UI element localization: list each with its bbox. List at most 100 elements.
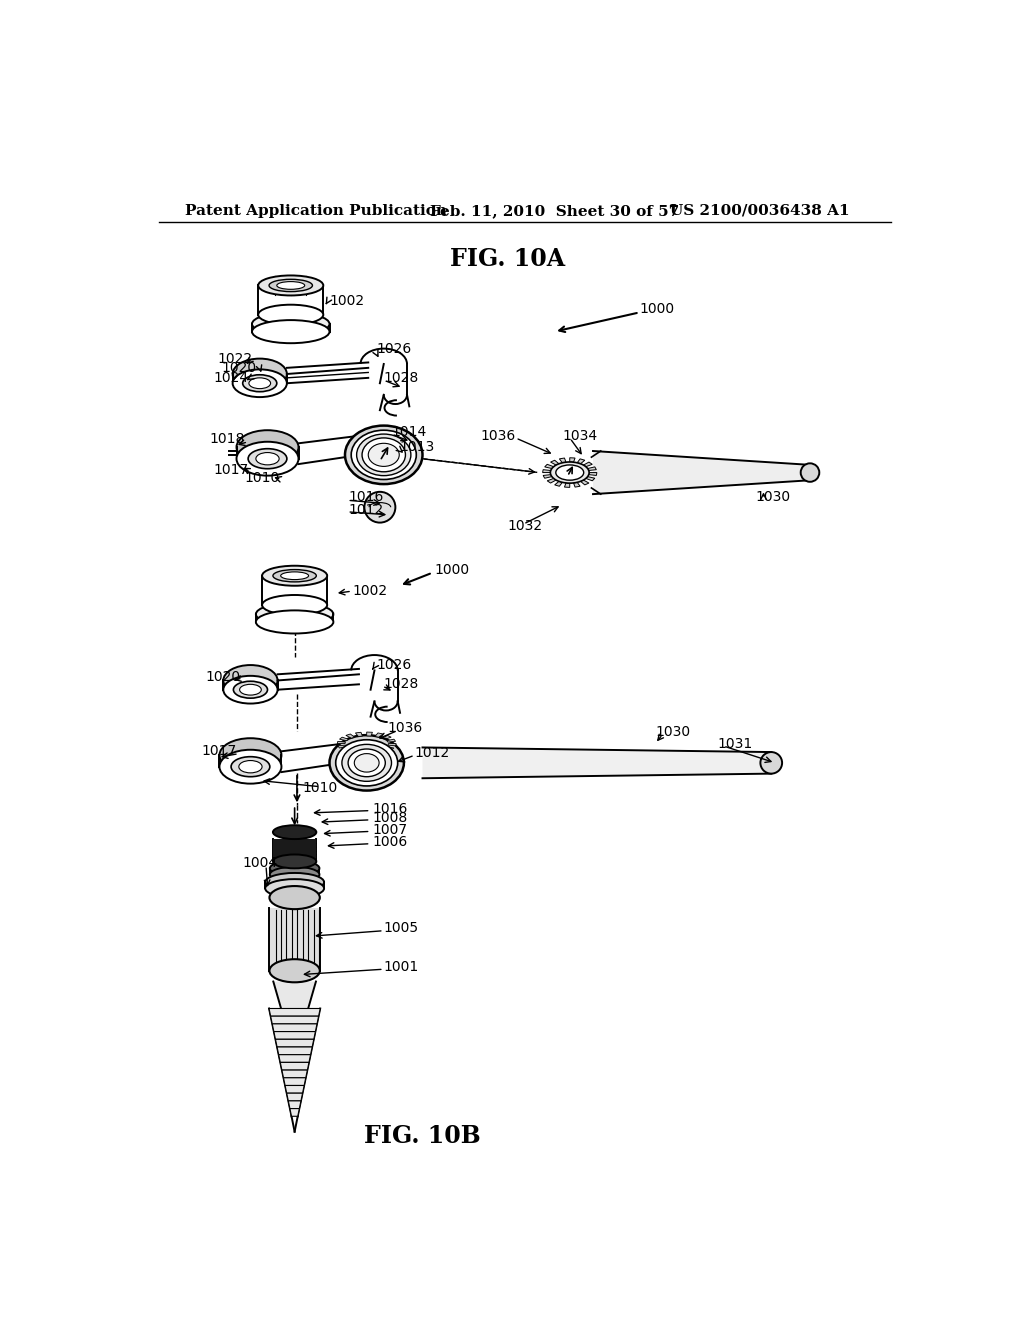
Ellipse shape (273, 570, 316, 582)
Polygon shape (284, 1077, 306, 1085)
Ellipse shape (356, 434, 411, 475)
Polygon shape (290, 1109, 299, 1117)
Polygon shape (382, 735, 391, 739)
Polygon shape (340, 737, 348, 741)
Ellipse shape (258, 276, 324, 296)
Text: 1004: 1004 (243, 855, 278, 870)
Polygon shape (387, 739, 395, 742)
Polygon shape (272, 1024, 317, 1032)
Text: 1018: 1018 (209, 433, 245, 446)
Ellipse shape (348, 748, 385, 776)
Text: 1030: 1030 (756, 490, 791, 504)
Text: 1036: 1036 (388, 721, 423, 735)
Ellipse shape (269, 960, 319, 982)
Text: 1007: 1007 (372, 822, 408, 837)
Polygon shape (379, 748, 387, 754)
Text: 1026: 1026 (376, 659, 412, 672)
Polygon shape (551, 461, 559, 465)
Polygon shape (371, 751, 378, 755)
Ellipse shape (336, 739, 397, 785)
Ellipse shape (269, 280, 312, 292)
Ellipse shape (351, 430, 417, 479)
Text: 1000: 1000 (434, 564, 469, 577)
Polygon shape (337, 742, 345, 743)
Polygon shape (278, 1047, 312, 1055)
Ellipse shape (330, 735, 403, 791)
Ellipse shape (256, 603, 334, 626)
Ellipse shape (354, 754, 379, 772)
Text: Patent Application Publication: Patent Application Publication (184, 203, 446, 218)
Ellipse shape (342, 744, 391, 781)
Ellipse shape (345, 425, 423, 484)
Text: 1002: 1002 (330, 294, 365, 308)
Polygon shape (543, 470, 551, 473)
Ellipse shape (273, 825, 316, 840)
Text: 1022: 1022 (217, 351, 252, 366)
Polygon shape (569, 458, 575, 462)
Ellipse shape (256, 610, 334, 634)
Text: 1005: 1005 (384, 921, 419, 936)
Text: 1016: 1016 (349, 490, 384, 504)
Polygon shape (342, 748, 351, 752)
Text: 1013: 1013 (399, 440, 434, 454)
Text: 1012: 1012 (415, 746, 450, 760)
Text: 1010: 1010 (245, 471, 280, 484)
Ellipse shape (265, 879, 324, 898)
Text: 1008: 1008 (372, 812, 408, 825)
Polygon shape (559, 458, 566, 463)
Polygon shape (367, 733, 373, 737)
Ellipse shape (243, 375, 276, 392)
Ellipse shape (249, 378, 270, 388)
Polygon shape (360, 751, 367, 755)
Polygon shape (593, 451, 810, 494)
Text: US 2100/0036438 A1: US 2100/0036438 A1 (671, 203, 850, 218)
Ellipse shape (362, 438, 406, 471)
Polygon shape (584, 462, 592, 467)
Polygon shape (555, 482, 562, 486)
Ellipse shape (801, 463, 819, 482)
Ellipse shape (233, 681, 267, 698)
Polygon shape (388, 743, 396, 746)
Ellipse shape (223, 665, 278, 696)
Ellipse shape (556, 465, 584, 480)
Ellipse shape (270, 867, 319, 882)
Text: 1020: 1020 (221, 360, 256, 375)
Text: 1016: 1016 (372, 803, 408, 816)
Text: 1030: 1030 (655, 725, 690, 739)
Polygon shape (269, 908, 319, 970)
Polygon shape (588, 467, 596, 470)
Ellipse shape (239, 760, 262, 774)
Text: 1017: 1017 (202, 744, 237, 758)
Polygon shape (350, 750, 358, 754)
Polygon shape (573, 482, 581, 487)
Polygon shape (273, 982, 316, 1008)
Text: 1034: 1034 (562, 429, 597, 442)
Polygon shape (545, 465, 554, 469)
Ellipse shape (252, 321, 330, 343)
Ellipse shape (252, 313, 330, 335)
Ellipse shape (240, 684, 261, 696)
Ellipse shape (262, 566, 328, 586)
Polygon shape (589, 473, 597, 475)
Polygon shape (275, 1039, 313, 1047)
Text: FIG. 10B: FIG. 10B (365, 1125, 481, 1148)
Ellipse shape (248, 449, 287, 469)
Text: 1010: 1010 (302, 781, 338, 795)
Polygon shape (564, 483, 569, 487)
Text: 1028: 1028 (384, 371, 419, 385)
Text: 1017: 1017 (213, 463, 249, 478)
Polygon shape (279, 1055, 310, 1063)
Polygon shape (578, 459, 585, 463)
Ellipse shape (270, 861, 319, 876)
Polygon shape (289, 1101, 301, 1109)
Text: 1014: 1014 (391, 425, 427, 438)
Ellipse shape (365, 492, 395, 523)
Ellipse shape (369, 444, 399, 466)
Ellipse shape (262, 595, 328, 615)
Text: 1001: 1001 (384, 960, 419, 974)
Text: 1031: 1031 (717, 737, 753, 751)
Polygon shape (285, 1085, 304, 1093)
Text: FIG. 10A: FIG. 10A (451, 247, 565, 271)
Text: Feb. 11, 2010  Sheet 30 of 57: Feb. 11, 2010 Sheet 30 of 57 (430, 203, 680, 218)
Text: 1036: 1036 (480, 429, 516, 442)
